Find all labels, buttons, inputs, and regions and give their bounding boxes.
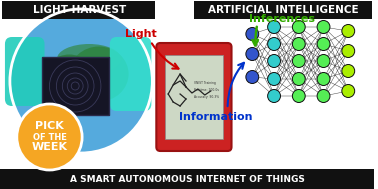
Text: LIGHT HARVEST: LIGHT HARVEST xyxy=(33,5,126,15)
Circle shape xyxy=(10,9,152,153)
Ellipse shape xyxy=(45,54,94,99)
Circle shape xyxy=(246,47,259,60)
Circle shape xyxy=(317,20,330,33)
Text: PICK: PICK xyxy=(35,121,64,131)
Ellipse shape xyxy=(57,44,121,74)
Text: A SMART AUTONOMOUS INTERNET OF THINGS: A SMART AUTONOMOUS INTERNET OF THINGS xyxy=(70,174,304,184)
Circle shape xyxy=(246,70,259,84)
Text: Accuracy: 90.3%: Accuracy: 90.3% xyxy=(194,95,219,99)
Circle shape xyxy=(342,64,355,77)
Circle shape xyxy=(292,73,305,85)
Circle shape xyxy=(292,54,305,67)
Circle shape xyxy=(292,90,305,102)
Circle shape xyxy=(292,37,305,50)
FancyBboxPatch shape xyxy=(5,37,45,106)
Circle shape xyxy=(268,20,280,33)
Circle shape xyxy=(342,25,355,37)
Circle shape xyxy=(342,84,355,98)
Text: Light: Light xyxy=(125,29,156,39)
Text: VNIST Training: VNIST Training xyxy=(194,81,216,85)
Text: Information: Information xyxy=(179,112,253,122)
Circle shape xyxy=(317,37,330,50)
FancyBboxPatch shape xyxy=(110,37,151,111)
Text: Inferences: Inferences xyxy=(249,14,315,24)
Circle shape xyxy=(292,20,305,33)
FancyBboxPatch shape xyxy=(156,43,231,151)
Bar xyxy=(194,1,372,19)
Text: OF THE: OF THE xyxy=(33,132,67,142)
Bar xyxy=(2,1,155,19)
Bar xyxy=(42,57,109,115)
Circle shape xyxy=(317,90,330,102)
Bar xyxy=(165,55,223,139)
Circle shape xyxy=(268,90,280,102)
Circle shape xyxy=(17,104,82,170)
Circle shape xyxy=(342,44,355,57)
Text: ARTIFICIAL INTELLIGENCE: ARTIFICIAL INTELLIGENCE xyxy=(208,5,358,15)
Circle shape xyxy=(317,54,330,67)
Circle shape xyxy=(246,28,259,40)
Circle shape xyxy=(317,73,330,85)
Bar xyxy=(0,169,374,189)
Circle shape xyxy=(268,73,280,85)
Circle shape xyxy=(268,37,280,50)
Circle shape xyxy=(268,54,280,67)
Text: Runtime: 100.0s: Runtime: 100.0s xyxy=(194,88,219,92)
Ellipse shape xyxy=(69,46,129,101)
Text: WEEK: WEEK xyxy=(31,142,67,152)
